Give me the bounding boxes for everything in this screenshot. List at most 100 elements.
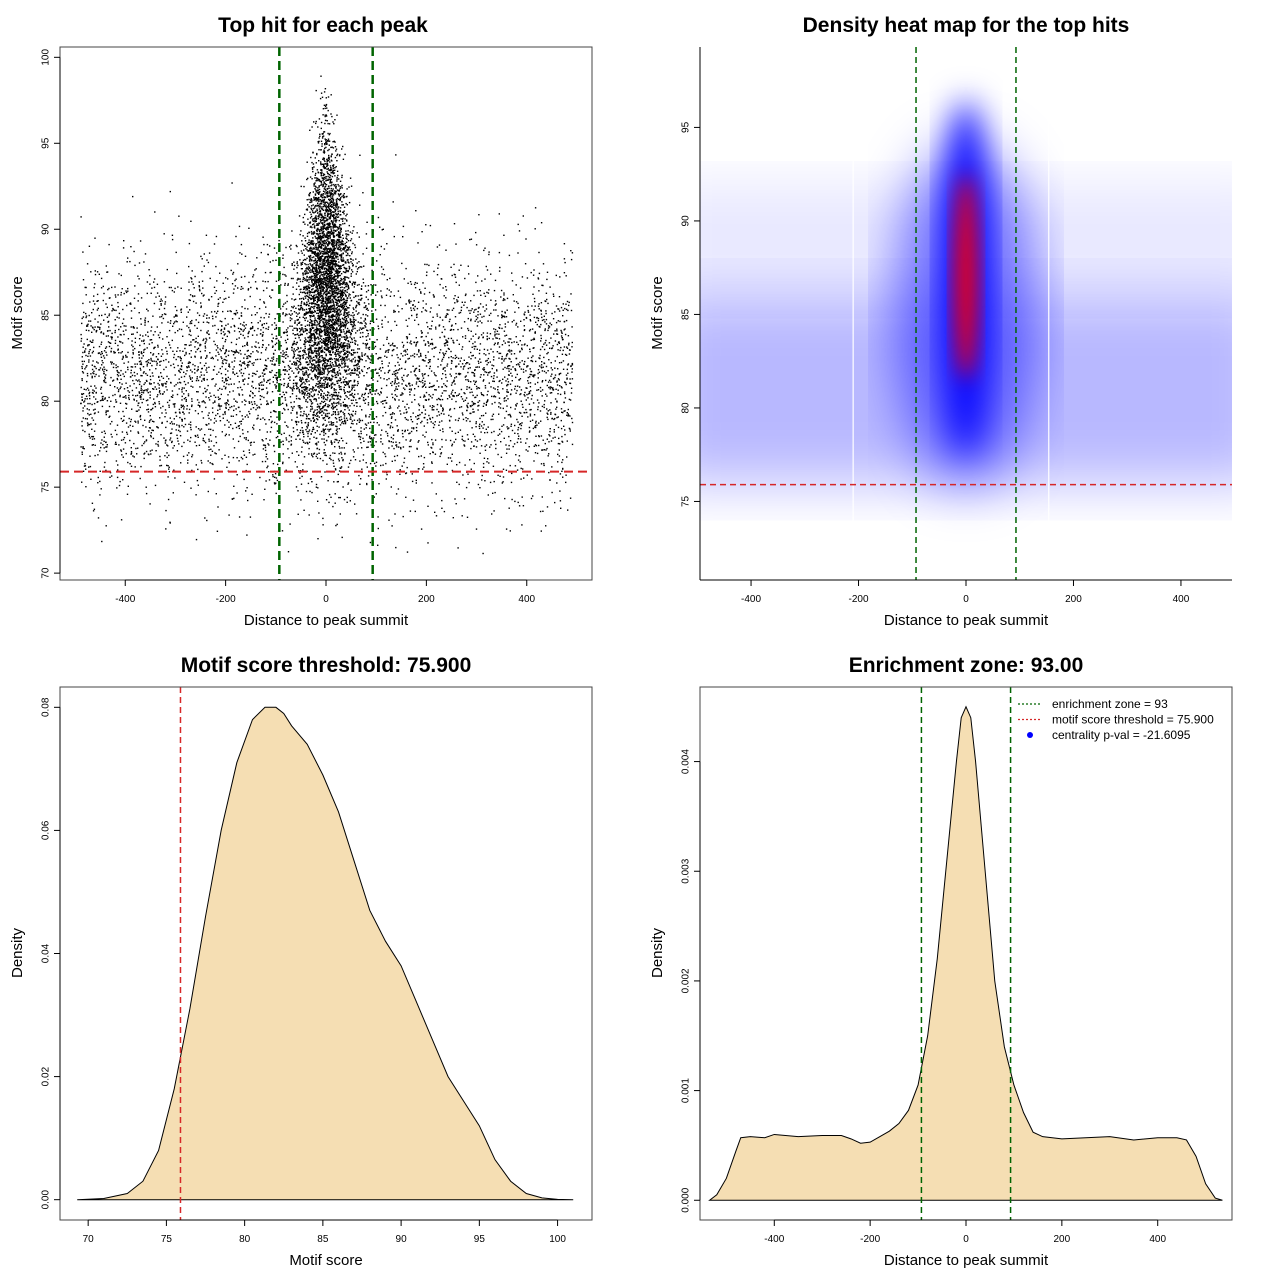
- scatter-point: [361, 327, 363, 329]
- scatter-point: [486, 461, 488, 463]
- scatter-point: [338, 315, 340, 317]
- scatter-point: [232, 372, 234, 374]
- scatter-point: [556, 328, 558, 330]
- scatter-point: [544, 328, 546, 330]
- scatter-point: [83, 400, 86, 402]
- scatter-point: [117, 469, 119, 471]
- scatter-point: [296, 349, 298, 351]
- scatter-point: [315, 483, 318, 486]
- scatter-point: [436, 408, 438, 411]
- scatter-point: [196, 378, 198, 380]
- scatter-point: [464, 464, 466, 466]
- scatter-point: [415, 479, 417, 482]
- scatter-point: [470, 238, 473, 240]
- scatter-point: [390, 291, 392, 293]
- scatter-point: [108, 405, 111, 408]
- scatter-point: [473, 375, 476, 377]
- scatter-point: [460, 396, 463, 398]
- scatter-point: [341, 421, 344, 423]
- scatter-point: [130, 451, 133, 453]
- scatter-point: [169, 432, 172, 435]
- scatter-point: [506, 389, 508, 391]
- scatter-point: [437, 267, 439, 269]
- scatter-point: [508, 444, 510, 447]
- scatter-point: [415, 381, 418, 383]
- scatter-point: [509, 530, 511, 532]
- scatter-point: [142, 340, 145, 342]
- scatter-point: [195, 445, 198, 447]
- scatter-point: [566, 412, 568, 414]
- scatter-point: [292, 387, 294, 389]
- scatter-point: [557, 308, 559, 310]
- scatter-point: [143, 342, 145, 345]
- scatter-point: [372, 321, 375, 323]
- scatter-point: [354, 359, 357, 362]
- scatter-point: [304, 374, 306, 376]
- scatter-point: [243, 321, 245, 324]
- scatter-point: [347, 350, 349, 353]
- scatter-point: [256, 404, 258, 407]
- scatter-point: [234, 325, 236, 328]
- scatter-point: [339, 345, 342, 347]
- scatter-point: [523, 325, 525, 327]
- scatter-point: [233, 485, 235, 487]
- scatter-point: [199, 386, 201, 388]
- scatter-point: [385, 462, 387, 465]
- scatter-point: [83, 360, 85, 363]
- scatter-point: [440, 452, 443, 454]
- scatter-point: [567, 363, 570, 365]
- scatter-point: [174, 306, 177, 308]
- scatter-point: [328, 367, 330, 369]
- scatter-point: [550, 375, 552, 377]
- scatter-point: [101, 360, 103, 362]
- scatter-point: [567, 309, 569, 312]
- scatter-point: [329, 357, 331, 360]
- scatter-point: [117, 375, 120, 377]
- scatter-point: [161, 422, 163, 424]
- scatter-point: [535, 445, 538, 447]
- scatter-point: [426, 263, 428, 266]
- scatter-point: [534, 331, 536, 333]
- scatter-point: [478, 214, 480, 216]
- scatter-point: [352, 264, 354, 266]
- scatter-point: [91, 391, 94, 394]
- scatter-point: [541, 316, 543, 319]
- scatter-point: [208, 366, 210, 368]
- scatter-point: [127, 290, 129, 292]
- scatter-point: [90, 385, 92, 387]
- scatter-point: [120, 439, 123, 441]
- scatter-point: [101, 396, 104, 398]
- scatter-point: [552, 293, 555, 295]
- scatter-point: [439, 336, 441, 339]
- scatter-point: [303, 302, 305, 304]
- scatter-point: [512, 366, 514, 368]
- scatter-point: [510, 368, 512, 371]
- scatter-point: [425, 310, 428, 312]
- scatter-point: [549, 347, 551, 349]
- scatter-point: [354, 339, 356, 342]
- scatter-point: [473, 309, 476, 311]
- scatter-point: [223, 381, 225, 384]
- scatter-point: [299, 350, 301, 353]
- scatter-point: [291, 390, 294, 392]
- scatter-point: [270, 421, 273, 424]
- scatter-point: [214, 400, 216, 402]
- scatter-point: [131, 408, 133, 410]
- scatter-point: [362, 459, 364, 461]
- scatter-point: [120, 326, 122, 328]
- scatter-point: [239, 252, 241, 254]
- scatter-point: [458, 343, 460, 345]
- scatter-point: [192, 339, 194, 341]
- scatter-point: [340, 309, 342, 312]
- scatter-point: [458, 269, 460, 271]
- scatter-point: [144, 319, 146, 321]
- scatter-point: [253, 329, 256, 332]
- scatter-point: [379, 357, 381, 359]
- scatter-point: [225, 297, 227, 300]
- scatter-point: [421, 359, 424, 361]
- scatter-point: [130, 372, 132, 374]
- scatter-point: [122, 410, 124, 413]
- scatter-point: [291, 344, 294, 346]
- scatter-point: [199, 343, 201, 346]
- scatter-point: [255, 373, 257, 376]
